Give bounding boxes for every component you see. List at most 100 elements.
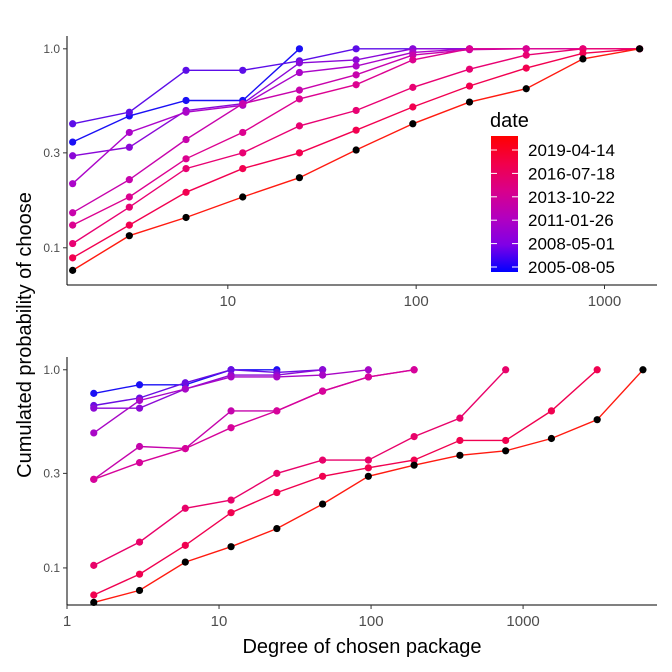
bottom-data-point: [227, 509, 235, 517]
top-data-point: [125, 176, 133, 184]
bottom-data-point: [364, 472, 372, 480]
bottom-data-point: [227, 407, 235, 415]
x-axis-title: Degree of chosen package: [242, 636, 481, 658]
top-data-point: [69, 152, 77, 160]
bottom-data-point: [135, 459, 144, 467]
bottom-data-point: [502, 447, 510, 455]
bottom-data-point: [181, 504, 189, 512]
top-data-point: [522, 51, 530, 59]
bottom-x-tick-label: 1000: [506, 613, 539, 630]
bottom-data-point: [547, 407, 556, 415]
top-data-point: [636, 45, 644, 53]
bottom-data-point: [135, 570, 144, 578]
bottom-data-point: [502, 436, 510, 445]
bottom-data-point: [410, 461, 418, 469]
bottom-data-point: [593, 366, 601, 374]
bottom-data-point: [364, 366, 372, 374]
top-data-point: [352, 106, 360, 115]
top-panel: 0.1 0.3 1.0 10 100 1000: [43, 36, 657, 310]
top-data-point: [182, 96, 190, 105]
bottom-data-point: [90, 429, 98, 437]
bottom-data-point: [318, 472, 327, 480]
bottom-data-point: [227, 496, 235, 504]
top-data-point: [352, 71, 360, 79]
top-data-point: [409, 83, 417, 91]
top-data-point: [295, 174, 304, 182]
bottom-data-point: [456, 436, 464, 445]
top-data-point: [125, 232, 133, 240]
top-data-point: [69, 266, 77, 274]
top-data-point: [239, 128, 247, 137]
bottom-data-point: [181, 558, 189, 566]
bottom-data-point: [181, 379, 189, 387]
top-data-point: [69, 221, 77, 229]
top-data-point: [295, 45, 304, 53]
legend-label: 2008-05-01: [528, 235, 615, 254]
top-data-point: [352, 45, 360, 53]
bottom-data-point: [273, 373, 281, 381]
bottom-data-point: [364, 373, 372, 381]
top-data-point: [239, 66, 247, 74]
top-data-point: [409, 120, 417, 128]
top-data-point: [352, 62, 360, 70]
top-series-line: [72, 48, 300, 143]
legend-colorbar: [491, 136, 518, 272]
legend-label: 2016-07-18: [528, 164, 615, 183]
top-x-tick-label: 100: [404, 293, 429, 310]
top-data-point: [182, 155, 190, 163]
y-axis-title: Cumulated probability of choose: [14, 192, 36, 478]
bottom-series-line: [93, 369, 644, 604]
legend-label: 2011-01-26: [528, 211, 614, 230]
bottom-data-point: [90, 404, 98, 412]
top-data-point: [579, 49, 587, 57]
top-data-point: [295, 68, 304, 77]
bottom-data-point: [273, 407, 281, 415]
top-data-point: [579, 55, 587, 63]
top-data-point: [69, 138, 77, 146]
top-data-point: [465, 98, 474, 106]
top-data-point: [465, 82, 474, 90]
bottom-data-point: [318, 500, 327, 508]
bottom-data-point: [410, 432, 418, 441]
top-data-point: [465, 65, 474, 73]
bottom-series-line: [93, 369, 415, 480]
top-data-point: [295, 95, 304, 103]
top-data-point: [239, 193, 247, 201]
top-data-point: [352, 81, 360, 89]
bottom-data-point: [410, 366, 418, 374]
top-data-point: [409, 56, 417, 64]
top-data-point: [409, 103, 417, 111]
bottom-data-point: [227, 366, 235, 374]
bottom-x-tick-label: 100: [359, 613, 384, 630]
top-data-point: [125, 128, 133, 137]
top-data-point: [239, 165, 247, 173]
bottom-series-line: [93, 369, 323, 409]
bottom-x-tick-label: 1: [63, 613, 71, 630]
top-data-point: [182, 188, 190, 196]
bottom-data-point: [135, 442, 144, 451]
top-data-point: [182, 213, 190, 222]
bottom-data-point: [318, 456, 327, 464]
bottom-y-tick-label: 0.3: [43, 466, 60, 480]
bottom-data-point: [227, 373, 235, 381]
bottom-data-point: [273, 488, 281, 497]
bottom-data-point: [456, 414, 464, 422]
top-x-tick-label: 10: [219, 293, 236, 310]
bottom-data-point: [135, 381, 144, 389]
bottom-data-point: [135, 586, 144, 595]
top-data-point: [522, 64, 530, 72]
bottom-data-point: [273, 524, 281, 533]
bottom-data-point: [227, 424, 235, 432]
top-data-point: [352, 56, 360, 64]
bottom-data-point: [181, 445, 189, 453]
top-data-point: [239, 149, 247, 157]
bottom-data-point: [318, 387, 327, 395]
bottom-data-point: [456, 451, 464, 459]
top-data-point: [182, 135, 190, 144]
top-data-point: [295, 122, 304, 130]
bottom-data-point: [135, 396, 144, 405]
bottom-data-point: [181, 385, 189, 393]
top-series-line: [72, 48, 470, 125]
top-data-point: [239, 100, 247, 108]
top-y-tick-label: 1.0: [43, 42, 60, 56]
